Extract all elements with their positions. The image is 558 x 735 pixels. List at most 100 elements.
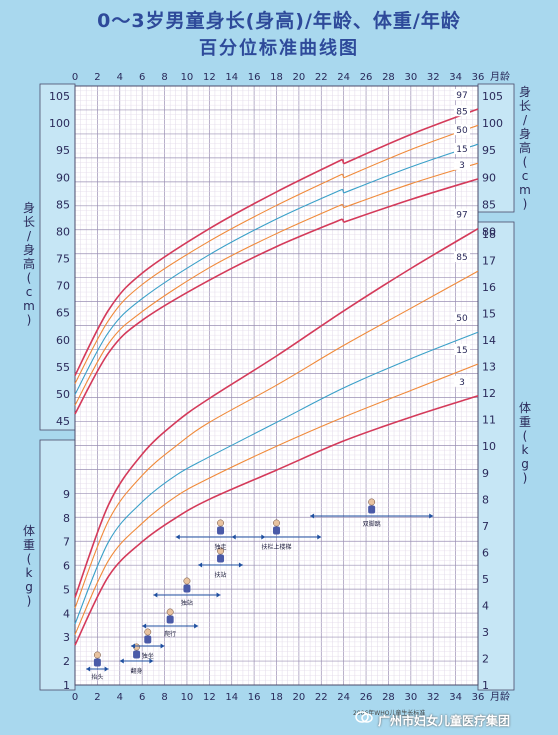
milestone-label: 双脚跳 bbox=[363, 520, 381, 528]
plot-border bbox=[74, 85, 479, 686]
height-tick-label-left: 55 bbox=[56, 361, 70, 374]
x-tick-label-top: 8 bbox=[161, 72, 167, 83]
weight-tick-label-right: 17 bbox=[482, 255, 496, 268]
weight-curve-p85 bbox=[74, 270, 479, 609]
child-figure-body-icon bbox=[217, 526, 225, 535]
chart-title-line1: 0～3岁男童身长(身高)/年龄、体重/年龄 bbox=[97, 10, 461, 32]
height-tick-label-left: 95 bbox=[56, 144, 70, 157]
milestone-label: 爬行 bbox=[164, 630, 176, 638]
height-axis-title-right: 长 bbox=[519, 99, 531, 113]
height-axis-title-left: 长 bbox=[23, 215, 35, 229]
height-series-label-bg bbox=[454, 105, 470, 117]
child-figure-icon bbox=[166, 608, 174, 616]
height-tick-label-right: 105 bbox=[482, 90, 503, 103]
height-tick-label-right: 90 bbox=[482, 171, 496, 184]
weight-tick-label-left: 5 bbox=[63, 583, 70, 596]
left-height-axis-panel bbox=[39, 83, 76, 431]
height-curve-step-p85 bbox=[342, 173, 345, 178]
height-tick-label-left: 65 bbox=[56, 307, 70, 320]
child-figure-body-icon bbox=[93, 658, 101, 667]
weight-tick-label-right: 5 bbox=[482, 573, 489, 586]
right-weight-axis-panel bbox=[477, 221, 515, 691]
height-series-label-bg bbox=[454, 124, 470, 136]
weight-tick-label-right: 16 bbox=[482, 281, 496, 294]
weight-tick-label-right: 1 bbox=[482, 679, 489, 692]
x-tick-label-top: 28 bbox=[382, 72, 395, 83]
x-tick-label-bottom: 36 bbox=[472, 692, 485, 703]
weight-axis-title-right: ( bbox=[523, 429, 528, 443]
chart-title-line2: 百分位标准曲线图 bbox=[199, 38, 359, 59]
weight-tick-label-left: 1 bbox=[63, 679, 70, 692]
x-tick-label-bottom: 30 bbox=[404, 692, 417, 703]
x-tick-label-top: 36 bbox=[472, 72, 485, 83]
wechat-icon bbox=[355, 711, 373, 723]
weight-tick-label-right: 12 bbox=[482, 387, 496, 400]
height-curve-p50 bbox=[74, 188, 343, 395]
weight-axis-title-left: ) bbox=[27, 594, 32, 608]
milestone-arrowhead-left bbox=[86, 666, 91, 672]
height-curve-p3 bbox=[74, 218, 343, 415]
x-tick-label-top: 10 bbox=[181, 72, 194, 83]
weight-tick-label-left: 8 bbox=[63, 512, 70, 525]
weight-tick-label-left: 6 bbox=[63, 560, 70, 573]
weight-tick-label-left: 9 bbox=[63, 488, 70, 501]
weight-axis-title-right: k bbox=[522, 443, 529, 457]
footer-note: 2006年WHO儿童生长标准 bbox=[353, 710, 426, 717]
left-weight-axis-panel bbox=[39, 439, 76, 691]
x-tick-label-top: 34 bbox=[449, 72, 462, 83]
milestone-arrowhead-right bbox=[317, 534, 322, 540]
x-tick-label-bottom: 4 bbox=[117, 692, 123, 703]
weight-series-label-bg bbox=[454, 312, 470, 324]
weight-tick-label-left: 3 bbox=[63, 631, 70, 644]
milestone-label: 独走 bbox=[215, 543, 227, 551]
height-tick-label-left: 90 bbox=[56, 171, 70, 184]
weight-tick-label-right: 7 bbox=[482, 520, 489, 533]
height-series-label: 15 bbox=[456, 145, 467, 155]
milestone-arrowhead-left bbox=[119, 658, 124, 664]
watermark: 广州市妇女儿童医疗集团 bbox=[378, 714, 511, 728]
height-axis-title-right: c bbox=[522, 169, 529, 183]
height-axis-title-left: 身 bbox=[23, 242, 35, 257]
height-tick-label-left: 50 bbox=[56, 388, 70, 401]
x-tick-label-top: 24 bbox=[337, 72, 350, 83]
x-tick-label-top: 22 bbox=[315, 72, 328, 83]
weight-series-label-bg bbox=[454, 251, 470, 263]
x-tick-label-top: 32 bbox=[427, 72, 440, 83]
height-axis-title-right: 高 bbox=[519, 140, 531, 155]
weight-curve-p3 bbox=[74, 395, 479, 646]
height-axis-title-left: ( bbox=[27, 271, 32, 285]
weight-tick-label-right: 13 bbox=[482, 361, 496, 374]
height-tick-label-left: 80 bbox=[56, 225, 70, 238]
x-tick-label-bottom: 18 bbox=[270, 692, 283, 703]
height-axis-title-right: 身 bbox=[519, 126, 531, 141]
height-curve-step-p3 bbox=[341, 218, 345, 223]
height-series-label-bg bbox=[454, 89, 470, 100]
child-figure-body-icon bbox=[166, 615, 174, 624]
child-figure-body-icon bbox=[217, 554, 225, 563]
height-curve-step-p97 bbox=[341, 159, 345, 164]
x-tick-label-bottom: 20 bbox=[293, 692, 306, 703]
height-axis-title-right: / bbox=[523, 113, 528, 127]
weight-series-label-bg bbox=[454, 208, 470, 220]
x-tick-label-top: 16 bbox=[248, 72, 261, 83]
height-axis-title-right: 身 bbox=[519, 84, 531, 99]
milestone-arrowhead-right bbox=[160, 643, 165, 649]
milestone-label: 抬头 bbox=[91, 673, 103, 681]
milestone-arrowhead-right bbox=[429, 513, 434, 519]
height-tick-label-left: 45 bbox=[56, 415, 70, 428]
milestone-arrowhead-right bbox=[104, 666, 109, 672]
weight-axis-title-right: 重 bbox=[519, 415, 531, 429]
x-tick-label-bottom: 16 bbox=[248, 692, 261, 703]
x-tick-label-top: 2 bbox=[94, 72, 100, 83]
height-curve-p97 bbox=[74, 158, 343, 376]
child-figure-icon bbox=[93, 651, 101, 659]
x-tick-label-top: 20 bbox=[293, 72, 306, 83]
weight-tick-label-left: 2 bbox=[63, 655, 70, 668]
milestone-arrowhead-right bbox=[216, 592, 221, 598]
x-tick-label-top: 6 bbox=[139, 72, 145, 83]
child-figure-body-icon bbox=[144, 635, 152, 644]
x-axis-label-top: 月龄 bbox=[490, 70, 510, 83]
milestone-label: 扶栏上楼梯 bbox=[261, 543, 291, 551]
weight-tick-label-right: 4 bbox=[482, 599, 489, 612]
milestone-arrowhead-left bbox=[130, 643, 135, 649]
